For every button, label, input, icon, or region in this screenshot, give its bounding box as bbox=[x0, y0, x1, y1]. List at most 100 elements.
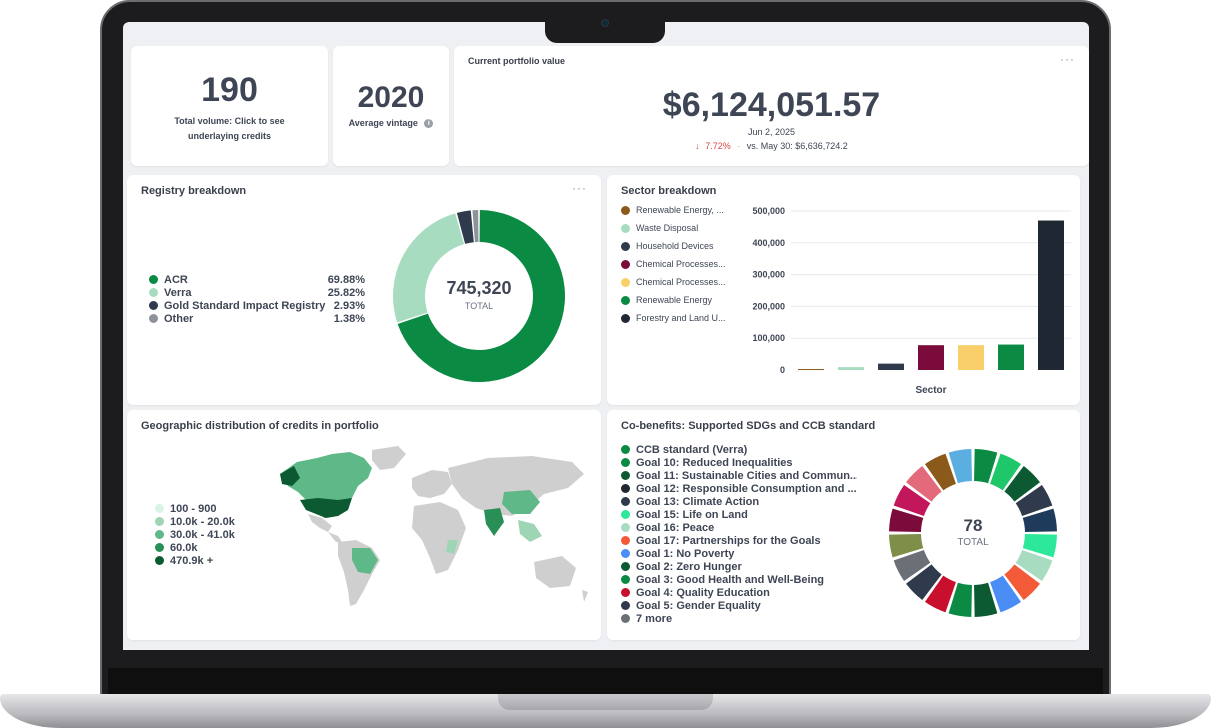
sdg-legend-item[interactable]: Goal 13: Climate Action bbox=[621, 495, 857, 508]
geo-legend-item[interactable]: 100 - 900 bbox=[155, 502, 235, 515]
map-brazil bbox=[352, 548, 378, 574]
sdg-donut-slice[interactable] bbox=[889, 508, 924, 532]
registry-legend-pct: 69.88% bbox=[327, 273, 365, 286]
legend-dot-icon bbox=[621, 614, 630, 623]
sector-bar[interactable] bbox=[878, 363, 904, 370]
sdg-legend-item[interactable]: Goal 16: Peace bbox=[621, 521, 857, 534]
sdg-legend-item[interactable]: Goal 10: Reduced Inequalities bbox=[621, 456, 857, 469]
sector-legend-item[interactable]: Renewable Energy bbox=[621, 291, 736, 309]
sdg-legend-label: CCB standard (Verra) bbox=[636, 443, 748, 456]
portfolio-value: $6,124,051.57 bbox=[662, 86, 881, 124]
registry-donut-slice[interactable] bbox=[456, 210, 474, 244]
map-europe bbox=[412, 470, 452, 498]
legend-dot-icon bbox=[155, 530, 164, 539]
geo-legend-label: 470.9k + bbox=[170, 554, 214, 567]
sector-legend-item[interactable]: Chemical Processes... bbox=[621, 255, 736, 273]
sdg-donut-slice[interactable] bbox=[974, 582, 998, 617]
sdg-legend-item[interactable]: Goal 5: Gender Equality bbox=[621, 599, 857, 612]
legend-dot-icon bbox=[621, 205, 630, 215]
sdg-donut-slice[interactable] bbox=[906, 466, 942, 502]
map-india bbox=[484, 508, 504, 536]
sector-bar[interactable] bbox=[918, 345, 944, 370]
registry-legend-item[interactable]: Gold Standard Impact Registry 2.93% bbox=[149, 299, 365, 312]
sdg-donut-slice[interactable] bbox=[1004, 466, 1040, 502]
sdg-legend-item[interactable]: Goal 11: Sustainable Cities and Commun..… bbox=[621, 469, 857, 482]
sdg-donut-slice[interactable] bbox=[893, 484, 931, 516]
sdg-legend-label: Goal 4: Quality Education bbox=[636, 586, 770, 599]
legend-dot-icon bbox=[155, 504, 164, 513]
sector-legend-item[interactable]: Chemical Processes... bbox=[621, 273, 736, 291]
registry-legend-item[interactable]: Other 1.38% bbox=[149, 312, 365, 325]
registry-donut-slice[interactable] bbox=[397, 210, 565, 382]
sdg-legend-item[interactable]: Goal 4: Quality Education bbox=[621, 586, 857, 599]
sector-bar[interactable] bbox=[958, 345, 984, 370]
geo-title: Geographic distribution of credits in po… bbox=[141, 420, 379, 432]
registry-legend-item[interactable]: ACR 69.88% bbox=[149, 273, 365, 286]
sdg-legend-item[interactable]: CCB standard (Verra) bbox=[621, 443, 857, 456]
geo-legend-item[interactable]: 60.0k bbox=[155, 541, 235, 554]
sdg-donut-slice[interactable] bbox=[1022, 534, 1057, 558]
sdg-legend-item[interactable]: Goal 17: Partnerships for the Goals bbox=[621, 534, 857, 547]
registry-donut-slice[interactable] bbox=[393, 213, 465, 323]
info-icon[interactable]: i bbox=[424, 119, 434, 129]
sdg-donut-slice[interactable] bbox=[948, 449, 972, 484]
sector-bar[interactable] bbox=[798, 369, 824, 371]
sdg-donut-slice[interactable] bbox=[990, 575, 1022, 613]
sector-title: Sector breakdown bbox=[621, 185, 717, 197]
sdg-donut-slice[interactable] bbox=[893, 550, 931, 582]
sdg-donut-slice[interactable] bbox=[924, 575, 956, 613]
sdg-donut-slice[interactable] bbox=[990, 453, 1022, 491]
sdg-legend-item[interactable]: Goal 3: Good Health and Well-Being bbox=[621, 573, 857, 586]
map-asia bbox=[448, 456, 584, 516]
sdg-total-value: 78 bbox=[963, 516, 983, 535]
sdg-donut-slice[interactable] bbox=[889, 534, 924, 558]
legend-dot-icon bbox=[621, 471, 630, 480]
dashboard-screen: 190 Total volume: Click to see underlayi… bbox=[123, 22, 1089, 650]
sdg-legend-label: Goal 3: Good Health and Well-Being bbox=[636, 573, 825, 586]
sdg-donut-slice[interactable] bbox=[948, 582, 972, 617]
sector-bar[interactable] bbox=[1038, 220, 1064, 370]
registry-title: Registry breakdown bbox=[141, 185, 247, 197]
sdg-donut-slice[interactable] bbox=[924, 453, 956, 491]
geo-legend-item[interactable]: 10.0k - 20.0k bbox=[155, 515, 235, 528]
y-tick-label: 300,000 bbox=[752, 270, 785, 280]
registry-donut-slice[interactable] bbox=[472, 210, 479, 243]
sdg-legend-item[interactable]: Goal 1: No Poverty bbox=[621, 547, 857, 560]
sdg-legend-item[interactable]: Goal 12: Responsible Consumption and ... bbox=[621, 482, 857, 495]
sdg-donut-slice[interactable] bbox=[1004, 564, 1040, 600]
sdg-donut-slice[interactable] bbox=[1015, 484, 1053, 516]
sector-legend-item[interactable]: Waste Disposal bbox=[621, 219, 736, 237]
sector-bar-chart: 0 100,000 200,000 300,000 400,000 500,000 Sect… bbox=[752, 206, 1071, 396]
legend-dot-icon bbox=[621, 277, 630, 287]
geo-legend-label: 100 - 900 bbox=[170, 502, 217, 515]
sdg-legend-item[interactable]: 7 more bbox=[621, 612, 857, 625]
legend-dot-icon bbox=[621, 575, 630, 584]
sdg-donut-slice[interactable] bbox=[906, 564, 942, 600]
geo-legend-item[interactable]: 30.0k - 41.0k bbox=[155, 528, 235, 541]
geographic-distribution-card: Geographic distribution of credits in po… bbox=[127, 410, 601, 640]
total-volume-card[interactable]: 190 Total volume: Click to see underlayi… bbox=[131, 46, 328, 166]
sdg-donut-slice[interactable] bbox=[974, 449, 998, 484]
registry-legend-item[interactable]: Verra 25.82% bbox=[149, 286, 365, 299]
laptop-hinge-notch bbox=[498, 694, 713, 710]
registry-menu-icon[interactable]: ··· bbox=[572, 181, 587, 195]
sdg-donut-slice[interactable] bbox=[1022, 508, 1057, 532]
sector-bar[interactable] bbox=[838, 367, 864, 370]
geo-legend-item[interactable]: 470.9k + bbox=[155, 554, 235, 567]
sector-legend-item[interactable]: Renewable Energy, ... bbox=[621, 201, 736, 219]
registry-breakdown-card: Registry breakdown ··· ACR 69.88% Verra 25.… bbox=[127, 175, 601, 405]
sdg-total: 78 TOTAL bbox=[887, 516, 1059, 548]
sector-bar[interactable] bbox=[998, 344, 1024, 370]
map-alaska bbox=[280, 466, 300, 486]
portfolio-comparison: vs. May 30: $6,636,724.2 bbox=[746, 141, 848, 151]
legend-dot-icon bbox=[621, 588, 630, 597]
portfolio-menu-icon[interactable]: ··· bbox=[1060, 52, 1075, 66]
sector-legend-item[interactable]: Household Devices bbox=[621, 237, 736, 255]
sector-legend-item[interactable]: Forestry and Land U... bbox=[621, 309, 736, 327]
map-east-africa bbox=[446, 540, 458, 554]
sdg-legend-item[interactable]: Goal 2: Zero Hunger bbox=[621, 560, 857, 573]
portfolio-value-card: Current portfolio value ··· $6,124,051.5… bbox=[454, 46, 1089, 166]
cobenefits-card: Co-benefits: Supported SDGs and CCB stan… bbox=[607, 410, 1080, 640]
sdg-legend-item[interactable]: Goal 15: Life on Land bbox=[621, 508, 857, 521]
sdg-donut-slice[interactable] bbox=[1015, 550, 1053, 582]
